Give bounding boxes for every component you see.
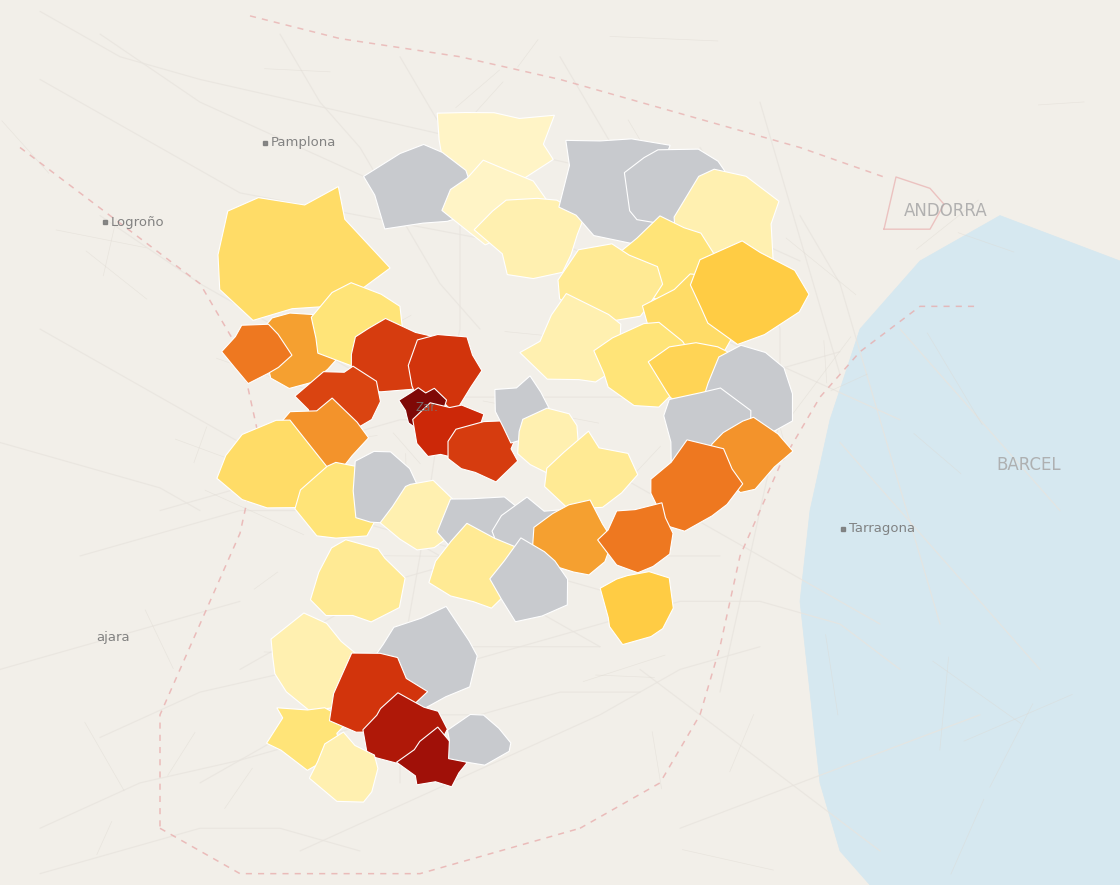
Polygon shape xyxy=(413,403,488,460)
Polygon shape xyxy=(217,420,334,508)
Polygon shape xyxy=(674,169,780,284)
Polygon shape xyxy=(363,693,447,766)
Text: Pamplona: Pamplona xyxy=(271,136,337,150)
Polygon shape xyxy=(594,322,693,407)
Polygon shape xyxy=(616,216,725,306)
Polygon shape xyxy=(309,732,377,802)
Polygon shape xyxy=(353,451,419,523)
Text: Zar.: Zar. xyxy=(416,401,439,414)
Polygon shape xyxy=(600,572,673,644)
Polygon shape xyxy=(437,496,516,561)
Polygon shape xyxy=(364,144,475,229)
Polygon shape xyxy=(396,727,466,787)
Polygon shape xyxy=(474,198,585,279)
Polygon shape xyxy=(351,319,433,392)
Polygon shape xyxy=(448,714,511,766)
Polygon shape xyxy=(295,462,385,538)
Polygon shape xyxy=(533,500,613,575)
Polygon shape xyxy=(664,388,750,473)
Text: Tarragona: Tarragona xyxy=(849,522,915,535)
Polygon shape xyxy=(520,294,620,382)
Polygon shape xyxy=(380,481,460,550)
Polygon shape xyxy=(310,540,405,622)
Polygon shape xyxy=(271,613,365,711)
Polygon shape xyxy=(267,708,348,770)
Polygon shape xyxy=(399,388,449,430)
Polygon shape xyxy=(517,408,578,475)
Text: Logroño: Logroño xyxy=(111,216,165,229)
Polygon shape xyxy=(311,282,402,367)
Polygon shape xyxy=(273,398,368,478)
Polygon shape xyxy=(598,503,673,573)
Polygon shape xyxy=(329,653,428,739)
Polygon shape xyxy=(690,241,809,344)
Polygon shape xyxy=(648,342,738,412)
Polygon shape xyxy=(559,139,676,243)
Polygon shape xyxy=(437,112,554,187)
Text: BARCEL: BARCEL xyxy=(996,456,1061,474)
Polygon shape xyxy=(258,313,349,389)
Polygon shape xyxy=(558,243,663,321)
Polygon shape xyxy=(702,345,793,435)
Text: ajara: ajara xyxy=(96,631,130,644)
Polygon shape xyxy=(489,538,568,622)
Polygon shape xyxy=(643,274,755,361)
Polygon shape xyxy=(544,431,637,512)
Polygon shape xyxy=(218,187,390,320)
Polygon shape xyxy=(222,324,292,383)
Polygon shape xyxy=(651,440,743,531)
Polygon shape xyxy=(492,497,573,572)
Polygon shape xyxy=(364,606,477,712)
Polygon shape xyxy=(624,150,739,227)
Polygon shape xyxy=(800,216,1120,885)
Polygon shape xyxy=(495,376,551,443)
Polygon shape xyxy=(429,523,529,608)
Polygon shape xyxy=(448,420,521,482)
Polygon shape xyxy=(295,366,381,442)
Polygon shape xyxy=(708,418,793,493)
Text: ANDORRA: ANDORRA xyxy=(904,202,988,220)
Polygon shape xyxy=(409,335,482,414)
Polygon shape xyxy=(442,160,551,245)
